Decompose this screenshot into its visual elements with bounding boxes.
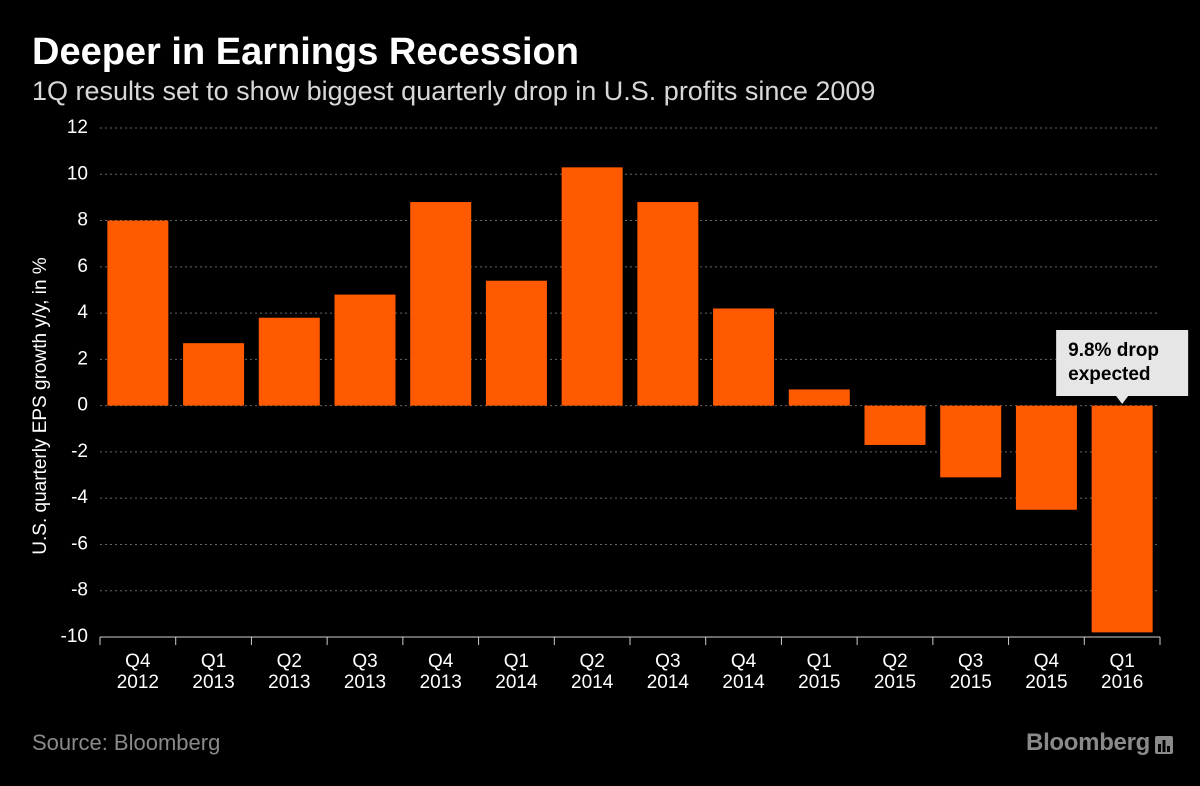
x-tick-label-quarter: Q3 xyxy=(655,651,680,672)
x-tick-label-quarter: Q1 xyxy=(1109,651,1134,672)
bar-q1-2015 xyxy=(788,389,850,406)
x-tick-label-year: 2014 xyxy=(495,672,538,693)
x-tick-label-quarter: Q1 xyxy=(807,651,832,672)
y-tick-label: -4 xyxy=(71,487,88,508)
y-tick-label: 12 xyxy=(67,117,88,138)
bar-q2-2015 xyxy=(864,405,926,445)
x-tick-label-year: 2015 xyxy=(874,672,916,693)
x-tick-label-quarter: Q2 xyxy=(882,651,907,672)
x-tick-label-year: 2014 xyxy=(647,672,690,693)
y-tick-label: 0 xyxy=(77,395,88,416)
x-tick-label-year: 2015 xyxy=(798,672,840,693)
x-tick-label-quarter: Q1 xyxy=(504,651,529,672)
brand-name: Bloomberg xyxy=(1026,729,1150,756)
x-tick-label-quarter: Q4 xyxy=(125,651,151,672)
callout-text: expected xyxy=(1068,364,1150,385)
bar-q3-2015 xyxy=(940,405,1002,478)
bar-q4-2012 xyxy=(107,220,169,406)
bar-q2-2014 xyxy=(561,167,623,406)
y-tick-label: -2 xyxy=(71,441,88,462)
y-tick-label: 8 xyxy=(77,210,88,231)
x-tick-label-year: 2013 xyxy=(420,672,462,693)
bloomberg-chart-icon xyxy=(1155,736,1173,754)
callout-box xyxy=(1056,330,1189,404)
x-tick-label-quarter: Q4 xyxy=(428,651,454,672)
bar-q4-2013 xyxy=(410,202,472,406)
x-tick-label-quarter: Q4 xyxy=(1034,651,1060,672)
bar-q1-2014 xyxy=(485,280,547,406)
bar-q1-2013 xyxy=(183,343,245,406)
x-tick-label-year: 2013 xyxy=(268,672,310,693)
y-tick-label: -6 xyxy=(71,533,88,554)
source-note: Source: Bloomberg xyxy=(32,730,221,755)
y-axis-label: U.S. quarterly EPS growth y/y, in % xyxy=(30,257,51,555)
x-tick-label-year: 2012 xyxy=(117,672,159,693)
bloomberg-logo: Bloomberg xyxy=(1026,728,1173,758)
bar-q4-2015 xyxy=(1015,405,1077,510)
y-tick-label: 2 xyxy=(77,348,88,369)
bar-q3-2013 xyxy=(334,294,396,406)
bar-q2-2013 xyxy=(258,317,320,406)
bar-q3-2014 xyxy=(637,202,699,406)
y-tick-label: 10 xyxy=(67,163,88,184)
callout-text: 9.8% drop xyxy=(1068,340,1159,361)
x-tick-label-quarter: Q4 xyxy=(731,651,757,672)
x-tick-label-year: 2014 xyxy=(571,672,614,693)
x-tick-label-year: 2015 xyxy=(950,672,992,693)
bar-q4-2014 xyxy=(713,308,775,406)
bar-q1-2016 xyxy=(1091,405,1153,633)
x-tick-label-year: 2015 xyxy=(1025,672,1067,693)
x-tick-label-year: 2014 xyxy=(722,672,765,693)
x-tick-label-quarter: Q1 xyxy=(201,651,226,672)
x-tick-label-year: 2016 xyxy=(1101,672,1143,693)
x-tick-label-quarter: Q3 xyxy=(958,651,983,672)
x-tick-label-quarter: Q3 xyxy=(352,651,377,672)
y-tick-label: 4 xyxy=(77,302,88,323)
y-tick-label: 6 xyxy=(77,256,88,277)
y-tick-label: -8 xyxy=(71,580,88,601)
chart-subtitle: 1Q results set to show biggest quarterly… xyxy=(32,76,876,106)
x-tick-label-year: 2013 xyxy=(344,672,386,693)
x-tick-label-quarter: Q2 xyxy=(277,651,302,672)
chart-title: Deeper in Earnings Recession xyxy=(32,31,579,73)
x-tick-label-year: 2013 xyxy=(192,672,234,693)
y-tick-label: -10 xyxy=(61,626,88,647)
x-tick-label-quarter: Q2 xyxy=(579,651,604,672)
